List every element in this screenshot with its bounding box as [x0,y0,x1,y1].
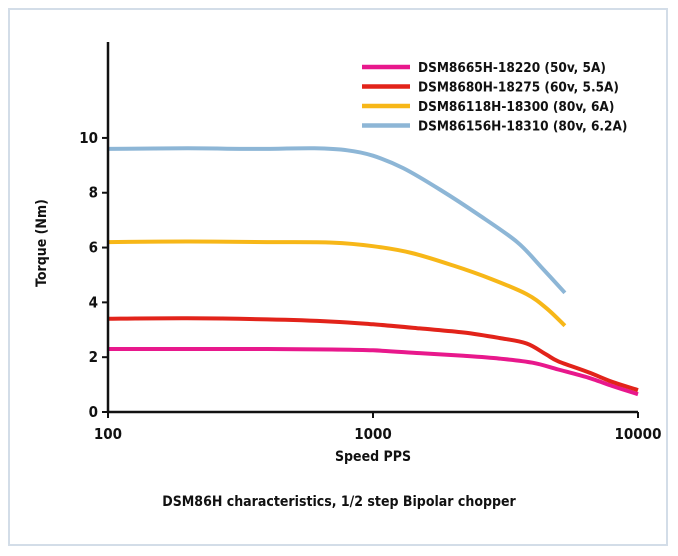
series-line-3 [107,239,567,328]
legend: DSM8665H-18220 (50v, 5A) DSM8680H-18275 (… [362,60,627,135]
chart-frame [8,8,668,546]
x-axis-label: Speed PPS [335,449,411,465]
y-tick-label: 0 [89,403,98,421]
y-tick-label: 2 [89,348,98,366]
x-tick-label: 1000 [354,425,392,443]
legend-label-1: DSM8665H-18220 (50v, 5A) [418,60,606,76]
y-tick-label: 4 [89,293,98,311]
series-line-1 [108,346,639,397]
y-tick-label: 10 [79,129,98,147]
x-tick-label: 100 [94,425,122,443]
legend-label-2: DSM8680H-18275 (60v, 5.5A) [418,80,619,96]
series-layer [107,146,639,397]
y-axis-label: Torque (Nm) [34,199,50,287]
y-tick-label: 6 [89,239,98,257]
series-line-2 [107,316,639,393]
legend-label-4: DSM86156H-18310 (80v, 6.2A) [418,119,627,135]
chart-caption: DSM86H characteristics, 1/2 step Bipolar… [162,494,516,510]
legend-label-3: DSM86118H-18300 (80v, 6A) [418,99,614,115]
y-tick-label: 8 [89,184,98,202]
tick-layer: 0 2 4 6 8 10 100 1000 10000 [79,129,661,443]
series-line-4 [107,146,567,295]
x-tick-label: 10000 [615,425,662,443]
